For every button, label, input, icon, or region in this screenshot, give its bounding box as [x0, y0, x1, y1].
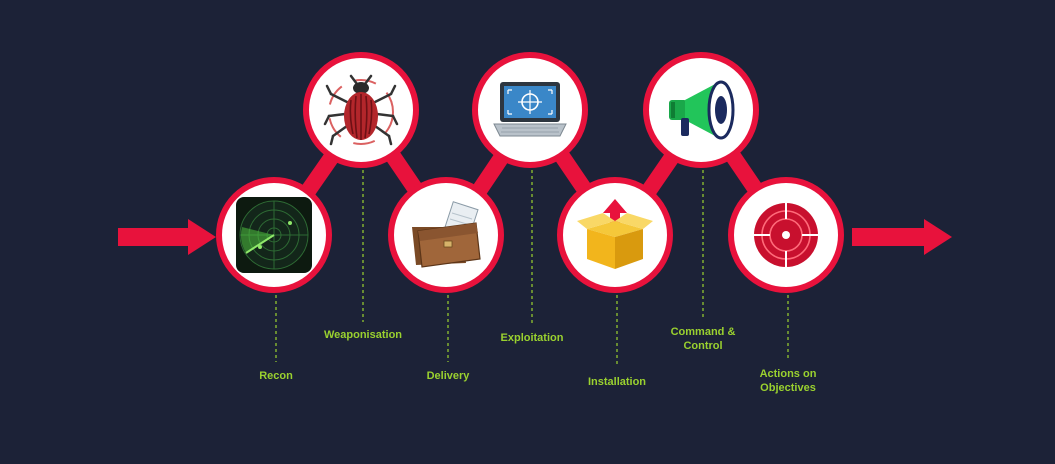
node-delivery [388, 177, 504, 293]
stage-label-weaponisation: Weaponisation [323, 329, 403, 341]
entry-arrow [118, 219, 216, 255]
leader-lines [275, 170, 789, 366]
briefcase-icon [412, 201, 481, 268]
stage-label-installation: Installation [587, 376, 647, 388]
laptop-target-icon [493, 82, 567, 137]
stage-label-recon: Recon [259, 370, 293, 382]
radar-icon [236, 197, 312, 273]
stage-label-delivery: Delivery [426, 370, 470, 382]
stage-label-command-control: Command & Control [670, 326, 736, 352]
megaphone-icon [669, 80, 735, 140]
exit-arrow [852, 219, 952, 255]
node-actions-on-objectives [728, 177, 844, 293]
stage-label-exploitation: Exploitation [500, 332, 564, 344]
bug-icon [323, 74, 399, 146]
node-recon [216, 177, 332, 293]
node-weaponisation [303, 52, 419, 168]
node-installation [557, 177, 673, 293]
target-icon [750, 199, 822, 271]
stage-label-actions-on-objectives: Actions on Objectives [759, 368, 817, 394]
box-upload-icon [577, 199, 653, 269]
node-exploitation [472, 52, 588, 168]
node-command-control [643, 52, 759, 168]
